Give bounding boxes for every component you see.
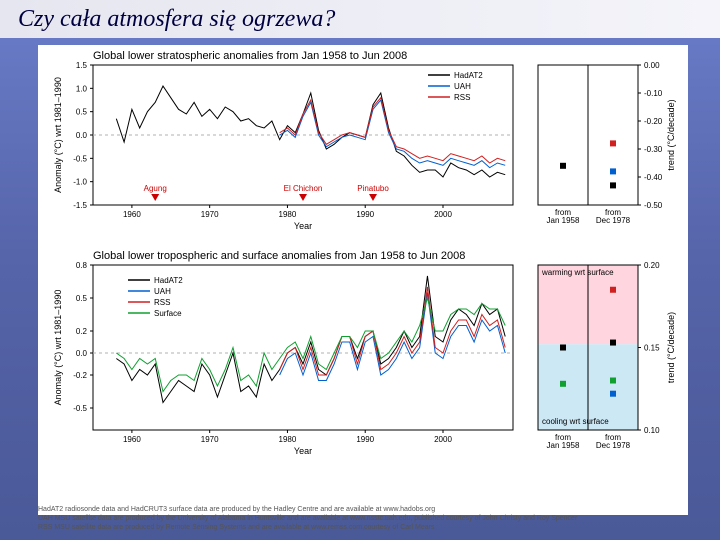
x-axis-label: Year (294, 446, 312, 456)
trend-marker (610, 391, 616, 397)
series-HadAT2 (116, 276, 505, 403)
trend-tick-label: -0.10 (644, 89, 663, 98)
x-tick-label: 1980 (279, 435, 297, 444)
trend-marker (610, 168, 616, 174)
caption-line: UAH MSU satellite data are produced by t… (38, 514, 688, 523)
x-tick-label: 1990 (356, 210, 374, 219)
x-tick-label: 1960 (123, 435, 141, 444)
trend-axis-label: trend (°C/decade) (666, 99, 676, 170)
trend-region-label: warming wrt surface (541, 268, 614, 277)
volcano-label: Pinatubo (357, 184, 389, 193)
y-tick-label: 1.0 (76, 84, 88, 93)
y-tick-label: -0.2 (73, 371, 87, 380)
y-tick-label: -1.5 (73, 201, 87, 210)
caption-line: RSS MSU satellite data are produced by R… (38, 523, 688, 532)
y-tick-label: -1.0 (73, 178, 87, 187)
x-tick-label: 2000 (434, 435, 452, 444)
series-UAH (280, 293, 506, 381)
trend-region-label: cooling wrt surface (542, 417, 609, 426)
figure-caption: HadAT2 radiosonde data and HadCRUT3 surf… (38, 505, 688, 532)
trend-tick-label: 0.00 (644, 61, 660, 70)
y-tick-label: 0.2 (76, 327, 88, 336)
volcano-label: Agung (144, 184, 167, 193)
legend-label: RSS (154, 298, 170, 307)
trend-marker (610, 140, 616, 146)
x-tick-label: 1970 (201, 210, 219, 219)
trend-tick-label: 0.20 (644, 261, 660, 270)
y-tick-label: 0.5 (76, 294, 88, 303)
slide-title: Czy cała atmosfera się ogrzewa? (0, 0, 720, 38)
volcano-label: El Chichon (284, 184, 323, 193)
y-tick-label: 0.0 (76, 349, 88, 358)
chart-title: Global lower stratospheric anomalies fro… (93, 50, 407, 62)
y-axis-label: Anomaly (°C) wrt 1981–1990 (53, 290, 63, 406)
x-tick-label: 1970 (201, 435, 219, 444)
trend-marker (610, 182, 616, 188)
trend-tick-label: 0.10 (644, 426, 660, 435)
trend-marker (560, 345, 566, 351)
trend-tick-label: -0.20 (644, 117, 663, 126)
y-tick-label: 0.8 (76, 261, 88, 270)
legend-label: RSS (454, 93, 470, 102)
trend-axis-label: trend (°C/decade) (666, 312, 676, 383)
volcano-marker (151, 194, 159, 201)
figure-container: Global lower stratospheric anomalies fro… (38, 45, 688, 515)
trend-marker (610, 378, 616, 384)
trend-marker (560, 163, 566, 169)
y-tick-label: -0.5 (73, 404, 87, 413)
x-tick-label: 1980 (279, 210, 297, 219)
legend-label: UAH (454, 82, 471, 91)
slide: Czy cała atmosfera się ogrzewa? Global l… (0, 0, 720, 540)
caption-line: HadAT2 radiosonde data and HadCRUT3 surf… (38, 505, 688, 514)
chart-tropospheric: Global lower tropospheric and surface an… (38, 245, 688, 475)
legend-label: HadAT2 (154, 276, 183, 285)
x-tick-label: 2000 (434, 210, 452, 219)
trend-tick-label: -0.40 (644, 173, 663, 182)
trend-col-label: Jan 1958 (547, 216, 580, 225)
legend-label: HadAT2 (454, 71, 483, 80)
trend-col-label: Jan 1958 (547, 441, 580, 450)
chart-title: Global lower tropospheric and surface an… (93, 250, 465, 262)
volcano-marker (299, 194, 307, 201)
trend-col-label: Dec 1978 (596, 216, 631, 225)
y-tick-label: 0.0 (76, 131, 88, 140)
trend-col-label: Dec 1978 (596, 441, 631, 450)
legend-label: Surface (154, 309, 182, 318)
trend-marker (610, 340, 616, 346)
trend-tick-label: -0.50 (644, 201, 663, 210)
chart-stratospheric: Global lower stratospheric anomalies fro… (38, 45, 688, 245)
trend-tick-label: 0.15 (644, 344, 660, 353)
legend-label: UAH (154, 287, 171, 296)
x-axis-label: Year (294, 221, 312, 231)
y-axis-label: Anomaly (°C) wrt 1981–1990 (53, 77, 63, 193)
y-tick-label: 0.5 (76, 108, 88, 117)
trend-tick-label: -0.30 (644, 145, 663, 154)
x-tick-label: 1990 (356, 435, 374, 444)
x-tick-label: 1960 (123, 210, 141, 219)
trend-marker (560, 381, 566, 387)
y-tick-label: -0.5 (73, 154, 87, 163)
volcano-marker (369, 194, 377, 201)
y-tick-label: 1.5 (76, 61, 88, 70)
trend-marker (610, 287, 616, 293)
